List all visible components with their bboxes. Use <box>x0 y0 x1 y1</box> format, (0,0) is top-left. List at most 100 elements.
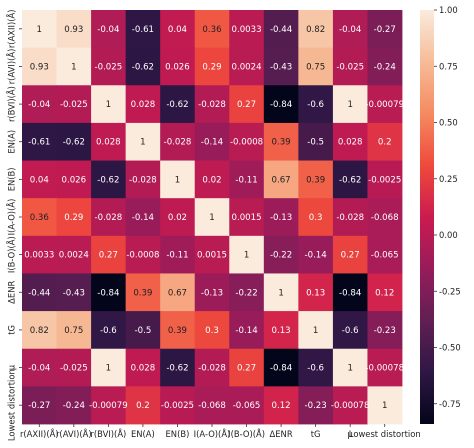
heatmap-cell <box>367 311 403 350</box>
column-tick-label: r(AVI)(Å) <box>56 428 92 439</box>
heatmap-cell <box>56 160 92 199</box>
heatmap-cell <box>22 348 57 387</box>
heatmap-cell <box>229 122 265 161</box>
cell-value-label: -0.6 <box>307 364 324 374</box>
cell-value-label: 0.026 <box>62 175 87 185</box>
heatmap-cell <box>332 85 368 124</box>
heatmap-cell <box>229 160 265 199</box>
cell-value-label: -0.14 <box>235 326 257 336</box>
heatmap-cell <box>91 160 127 199</box>
heatmap-cell <box>22 160 57 199</box>
cell-value-label: 0.02 <box>202 175 221 185</box>
cell-value-label: -0.5 <box>307 138 324 148</box>
colorbar-tick-label: 0.25 <box>439 174 458 184</box>
cell-value-label: 0.04 <box>168 25 187 35</box>
heatmap-cell <box>194 10 230 49</box>
cell-value-label: -0.00078 <box>365 364 404 374</box>
cell-value-label: -0.0008 <box>230 138 263 148</box>
colorbar-gradient <box>420 10 434 424</box>
cell-value-label: 1 <box>209 213 214 223</box>
cell-value-label: -0.5 <box>135 326 152 336</box>
column-tick-label: μ <box>348 429 354 439</box>
heatmap-cell <box>160 348 196 387</box>
heatmap-cell <box>298 348 334 387</box>
heatmap-cell <box>160 311 196 350</box>
heatmap-cell <box>22 10 57 49</box>
heatmap-cell <box>194 348 230 387</box>
heatmap-cell <box>91 235 127 274</box>
cell-value-label: -0.24 <box>374 62 396 72</box>
cell-value-label: 0.93 <box>30 62 49 72</box>
heatmap-cell <box>332 47 368 86</box>
heatmap-cell <box>367 348 403 387</box>
cell-value-label: 0.0015 <box>197 251 227 261</box>
cell-value-label: 0.67 <box>272 175 291 185</box>
cell-value-label: -0.028 <box>164 138 192 148</box>
heatmap-cell <box>125 160 161 199</box>
cell-value-label: -0.00079 <box>365 100 404 110</box>
heatmap-cell <box>194 47 230 86</box>
cell-value-label: -0.43 <box>270 62 292 72</box>
cell-value-label: -0.14 <box>201 138 223 148</box>
heatmap-cell <box>298 160 334 199</box>
cell-value-label: 0.02 <box>168 213 187 223</box>
heatmap-cell <box>229 235 265 274</box>
heatmap-cell <box>22 235 57 274</box>
heatmap-cell <box>125 10 161 49</box>
heatmap-cell <box>56 10 92 49</box>
heatmap-cell <box>125 235 161 274</box>
cell-value-label: 0.028 <box>338 138 363 148</box>
cell-value-label: -0.025 <box>336 62 364 72</box>
heatmap-cell <box>263 10 299 49</box>
heatmap-cell <box>298 311 334 350</box>
cell-value-label: 1 <box>175 175 180 185</box>
cell-value-label: -0.62 <box>166 100 188 110</box>
heatmap-cell <box>160 47 196 86</box>
heatmap-cell <box>194 273 230 312</box>
row-tick-label: μ <box>6 364 16 370</box>
cell-value-label: -0.04 <box>28 100 50 110</box>
row-tick-label: EN(B) <box>7 167 17 191</box>
cell-value-label: -0.62 <box>63 138 85 148</box>
cell-value-label: 0.93 <box>64 25 83 35</box>
cell-value-label: 0.3 <box>205 326 219 336</box>
column-tick-labels: r(AXII)(Å)r(AVI)(Å)r(BVI)(Å) EN(A) EN(B) I(… <box>20 424 421 439</box>
cell-value-label: -0.14 <box>132 213 154 223</box>
heatmap-cell <box>332 386 368 425</box>
heatmap-cell <box>194 198 230 237</box>
cell-value-label: 1 <box>37 25 42 35</box>
cell-value-label: -0.0008 <box>126 251 159 261</box>
heatmap-cell <box>22 386 57 425</box>
cell-value-label: 1 <box>347 364 352 374</box>
column-tick-label: r(BVI)(Å) <box>90 428 126 439</box>
heatmap-cell <box>298 122 334 161</box>
cell-value-label: 0.27 <box>237 100 256 110</box>
cell-value-label: 0.27 <box>341 251 360 261</box>
heatmap-cell <box>160 85 196 124</box>
heatmap-cell <box>332 160 368 199</box>
heatmap-cell <box>194 386 230 425</box>
heatmap-cell <box>332 10 368 49</box>
colorbar-tick-label: 0.00 <box>439 230 458 240</box>
cell-value-label: 0.13 <box>306 288 325 298</box>
cell-value-label: -0.14 <box>305 251 327 261</box>
heatmap-cell <box>91 311 127 350</box>
colorbar-tick-label: -0.25 <box>439 286 461 296</box>
heatmap-cell <box>22 311 57 350</box>
heatmap-cell <box>22 85 57 124</box>
heatmap-cell <box>332 348 368 387</box>
heatmap-cell <box>263 160 299 199</box>
cell-value-label: -0.61 <box>132 25 154 35</box>
row-tick-label: r(AVI)(Å) <box>6 49 17 85</box>
cell-value-label: -0.028 <box>95 213 123 223</box>
cell-value-label: 0.82 <box>30 326 49 336</box>
cell-value-label: 0.39 <box>306 175 325 185</box>
heatmap-cell <box>91 10 127 49</box>
heatmap-cell <box>56 235 92 274</box>
heatmap-cell <box>367 122 403 161</box>
cell-value-label: 1 <box>278 288 283 298</box>
cell-value-label: 0.3 <box>309 213 323 223</box>
cell-value-label: 1 <box>347 100 352 110</box>
